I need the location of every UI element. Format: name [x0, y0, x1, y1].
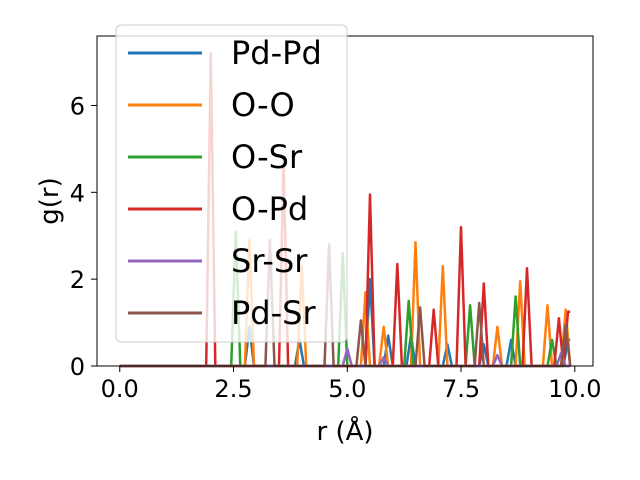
x-tick-label: 10.0: [548, 375, 601, 403]
y-tick-label: 0: [70, 353, 85, 381]
legend-label: Sr-Sr: [231, 242, 308, 280]
legend-label: O-Sr: [231, 138, 303, 176]
legend: Pd-Pd O-O O-Sr O-Pd Sr-Sr Pd-Sr: [115, 24, 348, 343]
y-tick-label: 6: [70, 92, 85, 120]
legend-label: Pd-Pd: [231, 34, 322, 72]
legend-label: O-O: [231, 86, 295, 124]
x-tick-label: 2.5: [214, 375, 252, 403]
x-tick-label: 0.0: [101, 375, 139, 403]
x-tick-label: 5.0: [328, 375, 366, 403]
y-axis-label: g(r): [35, 177, 65, 224]
y-axis: 0 2 4 6: [70, 92, 97, 381]
x-tick-label: 7.5: [442, 375, 480, 403]
y-tick-label: 2: [70, 266, 85, 294]
legend-label: Pd-Sr: [231, 294, 316, 332]
x-axis: 0.0 2.5 5.0 7.5 10.0: [101, 366, 602, 403]
x-axis-label: r (Å): [316, 415, 373, 447]
y-tick-label: 4: [70, 179, 85, 207]
legend-label: O-Pd: [231, 190, 308, 228]
